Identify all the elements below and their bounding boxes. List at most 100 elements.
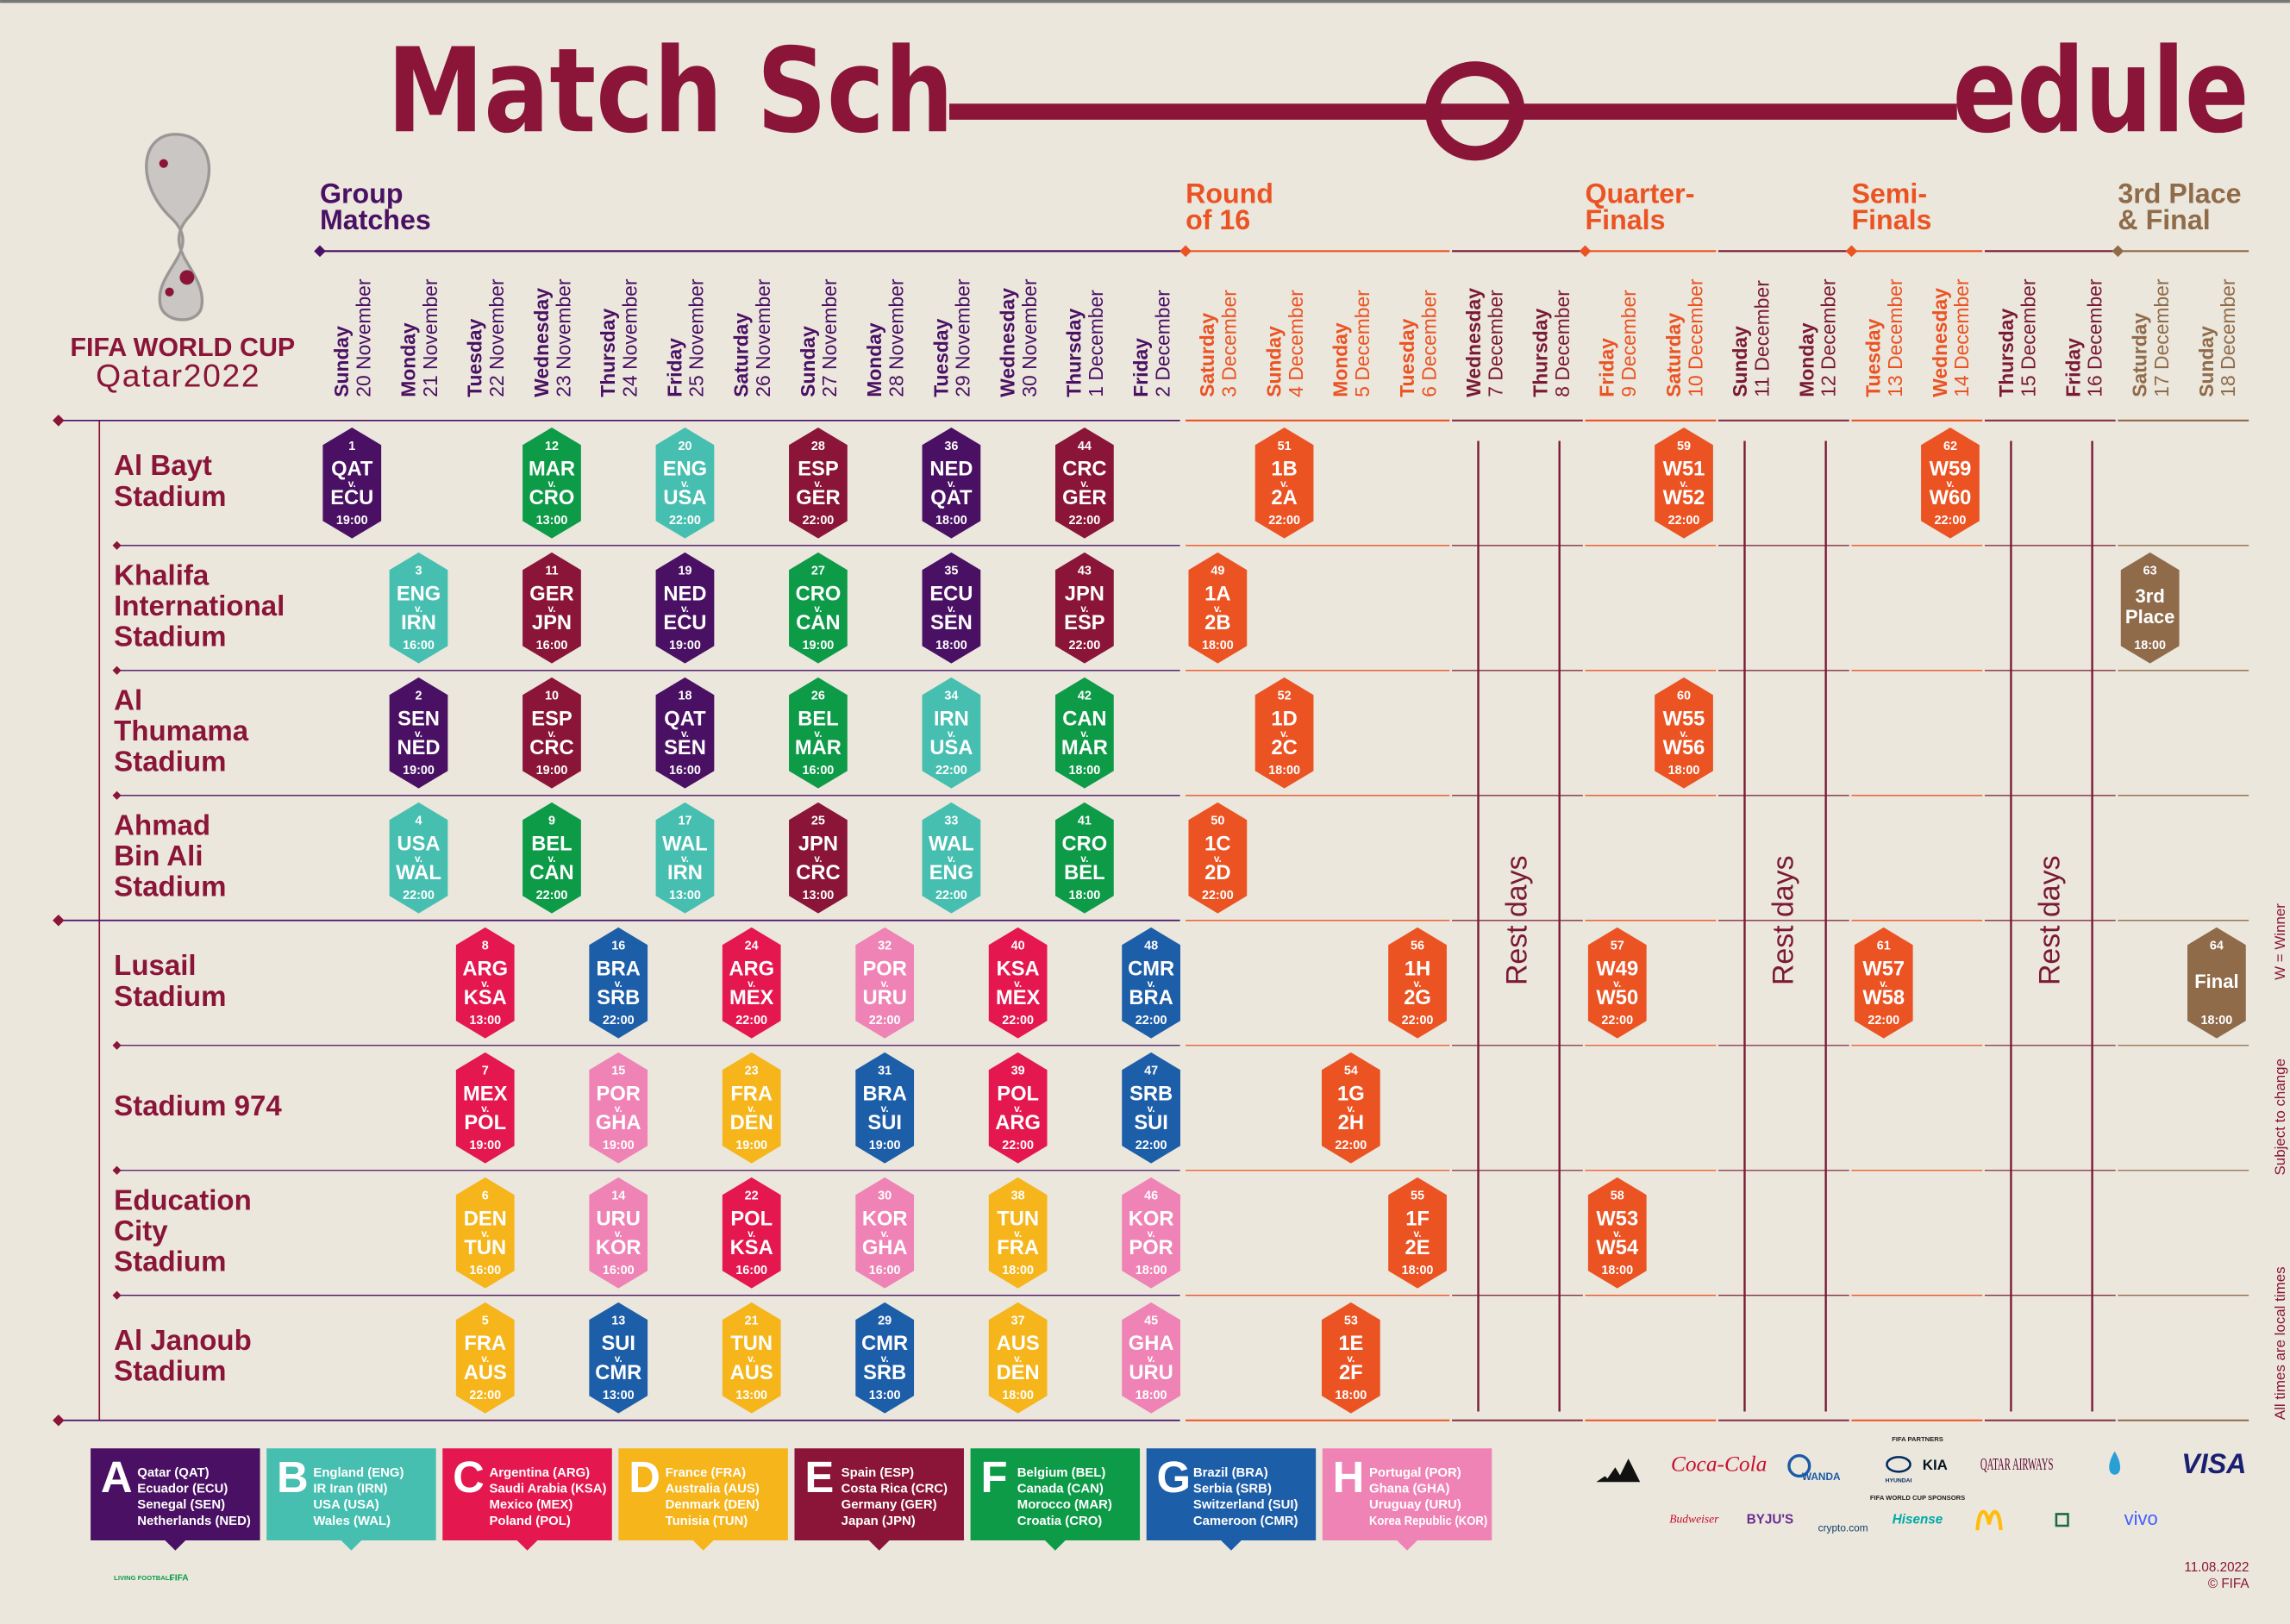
group-team: Australia (AUS)	[666, 1483, 760, 1496]
match-shape	[855, 927, 915, 1039]
match-time: 16:00	[536, 639, 568, 653]
day-date: 4 December	[1285, 290, 1307, 397]
match-team: USA	[929, 737, 973, 759]
match-shape	[455, 1302, 515, 1414]
match-number: 32	[878, 940, 892, 953]
match-team: 1F	[1405, 1208, 1430, 1230]
match-team: ENG	[397, 583, 441, 605]
match-number: 38	[1011, 1190, 1025, 1203]
logo-name: FIFA WORLD CUP	[70, 333, 295, 362]
day-name: Tuesday	[464, 318, 486, 397]
group-team: Wales (WAL)	[313, 1515, 391, 1528]
match-time: 18:00	[2134, 639, 2166, 653]
match-number: 14	[611, 1190, 625, 1203]
day-name: Friday	[1129, 338, 1152, 397]
match-team: 2B	[1204, 612, 1230, 634]
match-team: DEN	[464, 1208, 507, 1230]
match-time: 13:00	[803, 889, 835, 903]
partner-name: Coca-Cola	[1671, 1452, 1767, 1476]
logo-edition: Qatar2022	[96, 358, 260, 394]
match-team: TUN	[730, 1333, 773, 1355]
stadium-name: City	[114, 1215, 168, 1246]
match-team: GHA	[1129, 1333, 1174, 1355]
match-number: 1	[348, 440, 355, 453]
match-team: SRB	[1129, 1083, 1173, 1105]
match-vs: v.	[1148, 1102, 1155, 1115]
match-number: 11	[545, 565, 558, 578]
match-shape	[522, 427, 581, 539]
match-number: 15	[611, 1065, 625, 1078]
group-team: Korea Republic (KOR)	[1369, 1515, 1487, 1528]
rest-days: Rest days	[1768, 855, 1800, 985]
stadium-name: Stadium	[114, 980, 226, 1012]
match-shape	[655, 552, 715, 664]
stadium-name: Bin Ali	[114, 840, 203, 871]
stadium-name: Stadium	[114, 871, 226, 903]
match-time: 19:00	[735, 1139, 767, 1152]
match-team: BEL	[1064, 862, 1104, 884]
match-time: 19:00	[336, 514, 368, 528]
day-date: 17 December	[2150, 278, 2173, 397]
match-team: QAT	[664, 708, 706, 730]
match-vs: v.	[748, 1102, 755, 1115]
stadium-name: Lusail	[114, 949, 196, 981]
match-team: 1G	[1337, 1083, 1365, 1105]
match-team: KOR	[1129, 1208, 1174, 1230]
match-label: 3rd	[2136, 585, 2165, 607]
match-number: 60	[1677, 690, 1691, 703]
group-team: Croatia (CRO)	[1017, 1515, 1102, 1528]
match-number: 3	[416, 565, 422, 578]
match-team: POL	[997, 1083, 1039, 1105]
day-date: 16 December	[2084, 278, 2106, 397]
match-team: SUI	[1134, 1112, 1168, 1134]
trophy	[145, 133, 211, 322]
group-shape	[91, 1448, 260, 1551]
group-box: D France (FRA) Australia (AUS) Denmark (DEN…	[618, 1448, 788, 1551]
match-number: 25	[811, 815, 825, 828]
group-letter: H	[1333, 1452, 1365, 1502]
match-team: GER	[796, 487, 840, 509]
match-team: 1C	[1204, 833, 1230, 855]
match-time: 19:00	[669, 639, 701, 653]
day-name: Saturday	[1662, 313, 1685, 397]
match-team: 2H	[1338, 1112, 1364, 1134]
match-team: W49	[1596, 958, 1638, 980]
stadium-name: Thumama	[114, 715, 249, 746]
row-diamond	[112, 540, 122, 550]
day-name: Tuesday	[929, 318, 952, 397]
day-date: 9 December	[1617, 290, 1640, 397]
match-time: 16:00	[803, 764, 835, 778]
match-vs: v.	[415, 603, 422, 615]
match-vs: v.	[814, 728, 822, 740]
match-vs: v.	[547, 728, 555, 740]
match-number: 47	[1144, 1065, 1158, 1078]
match-shape	[589, 1302, 648, 1414]
match-shape	[655, 677, 715, 789]
rest-days: Rest days	[1501, 855, 1534, 985]
group-letter: A	[101, 1452, 133, 1502]
match-time: 18:00	[1002, 1389, 1034, 1402]
match-shape	[655, 802, 715, 914]
match-team: POL	[464, 1112, 506, 1134]
match-time: 18:00	[1002, 1264, 1034, 1277]
match-team: JPN	[532, 612, 572, 634]
match-number: 39	[1011, 1065, 1025, 1078]
match-number: 53	[1344, 1315, 1358, 1328]
match-team: POR	[862, 958, 906, 980]
match-shape	[655, 427, 715, 539]
match-number: 27	[811, 565, 825, 578]
match-team: 2D	[1204, 862, 1230, 884]
day-date: 10 December	[1684, 278, 1706, 397]
